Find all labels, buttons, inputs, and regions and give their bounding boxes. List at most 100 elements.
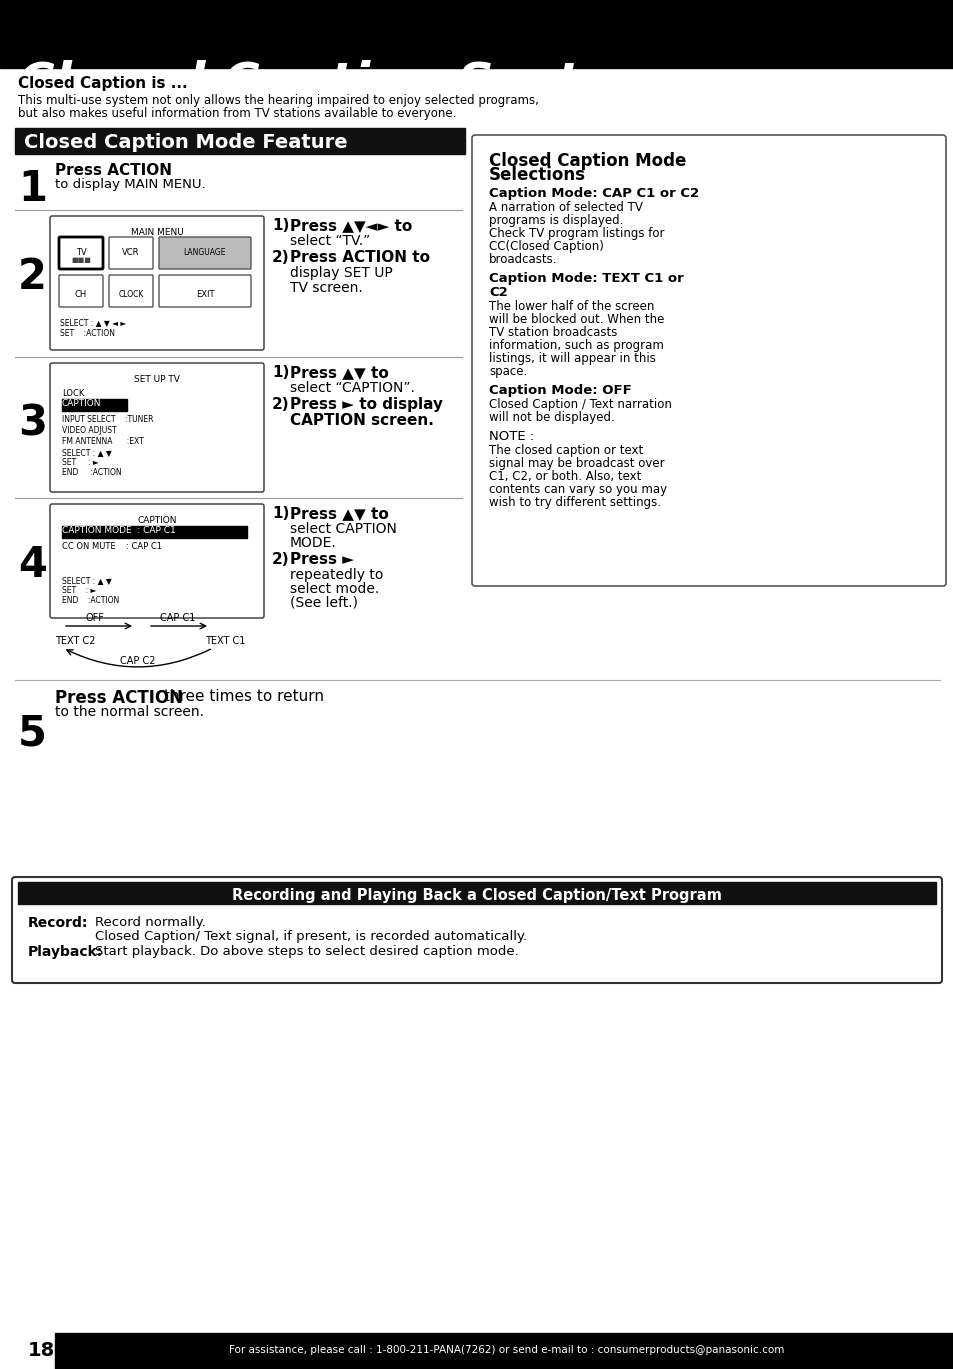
- FancyBboxPatch shape: [50, 504, 264, 617]
- Text: Recording and Playing Back a Closed Caption/Text Program: Recording and Playing Back a Closed Capt…: [232, 888, 721, 904]
- Text: broadcasts.: broadcasts.: [489, 253, 557, 266]
- FancyBboxPatch shape: [59, 237, 103, 268]
- Text: Press ▲▼ to: Press ▲▼ to: [290, 366, 388, 381]
- Text: This multi-use system not only allows the hearing impaired to enjoy selected pro: This multi-use system not only allows th…: [18, 94, 538, 107]
- Text: three times to return: three times to return: [159, 689, 324, 704]
- Text: programs is displayed.: programs is displayed.: [489, 214, 622, 227]
- Text: Caption Mode: CAP C1 or C2: Caption Mode: CAP C1 or C2: [489, 188, 699, 200]
- Text: to the normal screen.: to the normal screen.: [55, 705, 204, 719]
- Text: Press ACTION to: Press ACTION to: [290, 251, 430, 266]
- Bar: [15, 127, 464, 153]
- Text: 2): 2): [272, 251, 290, 266]
- Text: Closed Caption/ Text signal, if present, is recorded automatically.: Closed Caption/ Text signal, if present,…: [95, 930, 527, 943]
- Text: CAPTION screen.: CAPTION screen.: [290, 413, 434, 428]
- Text: Record normally.: Record normally.: [95, 916, 206, 930]
- Text: Press ▲▼ to: Press ▲▼ to: [290, 507, 388, 522]
- Text: Press ► to display: Press ► to display: [290, 397, 442, 412]
- Text: repeatedly to: repeatedly to: [290, 568, 383, 582]
- Text: LOCK: LOCK: [62, 389, 84, 398]
- Text: information, such as program: information, such as program: [489, 340, 663, 352]
- Text: Closed Caption System: Closed Caption System: [18, 60, 665, 108]
- Text: TV station broadcasts: TV station broadcasts: [489, 326, 617, 340]
- Text: Press ACTION: Press ACTION: [55, 689, 183, 706]
- Text: 1): 1): [272, 507, 289, 522]
- Text: Caption Mode: OFF: Caption Mode: OFF: [489, 383, 631, 397]
- Text: (See left.): (See left.): [290, 596, 357, 611]
- Text: CLOCK: CLOCK: [118, 290, 144, 298]
- Bar: [18, 882, 935, 904]
- Text: TEXT C2: TEXT C2: [55, 637, 95, 646]
- Text: MAIN MENU: MAIN MENU: [131, 229, 183, 237]
- Text: select “TV.”: select “TV.”: [290, 234, 370, 248]
- FancyBboxPatch shape: [159, 237, 251, 268]
- Text: Closed Caption Mode: Closed Caption Mode: [489, 152, 685, 170]
- Text: TV: TV: [75, 248, 87, 257]
- Bar: [0, 0, 953, 68]
- Text: select mode.: select mode.: [290, 582, 379, 596]
- Text: VIDEO ADJUST: VIDEO ADJUST: [62, 426, 116, 435]
- Text: CC(Closed Caption): CC(Closed Caption): [489, 240, 603, 253]
- Text: Press ACTION: Press ACTION: [55, 163, 172, 178]
- Text: 1): 1): [272, 218, 289, 233]
- FancyBboxPatch shape: [12, 878, 941, 983]
- FancyBboxPatch shape: [109, 237, 152, 268]
- Text: 3: 3: [18, 402, 47, 445]
- Text: will be blocked out. When the: will be blocked out. When the: [489, 314, 663, 326]
- Text: Closed Caption / Text narration: Closed Caption / Text narration: [489, 398, 671, 411]
- Text: SELECT : ▲ ▼: SELECT : ▲ ▼: [62, 576, 112, 585]
- Text: listings, it will appear in this: listings, it will appear in this: [489, 352, 656, 366]
- Text: END     :ACTION: END :ACTION: [62, 468, 121, 476]
- Text: LANGUAGE: LANGUAGE: [184, 248, 226, 257]
- Text: SET UP TV: SET UP TV: [134, 375, 180, 383]
- Text: CAPTION MODE  : CAP C1: CAPTION MODE : CAP C1: [62, 526, 175, 535]
- Text: Check TV program listings for: Check TV program listings for: [489, 227, 664, 240]
- Text: 4: 4: [18, 543, 47, 586]
- Text: CH: CH: [74, 290, 87, 298]
- Text: display SET UP: display SET UP: [290, 266, 393, 281]
- Text: C2: C2: [489, 286, 507, 298]
- Text: CAPTION: CAPTION: [137, 516, 176, 524]
- FancyBboxPatch shape: [159, 275, 251, 307]
- Text: SELECT : ▲ ▼: SELECT : ▲ ▼: [62, 448, 112, 457]
- Text: END    :ACTION: END :ACTION: [62, 596, 119, 605]
- Text: SET    : ►: SET : ►: [62, 586, 96, 596]
- Text: SET    :ACTION: SET :ACTION: [60, 329, 115, 338]
- Text: but also makes useful information from TV stations available to everyone.: but also makes useful information from T…: [18, 107, 456, 120]
- Text: For assistance, please call : 1-800-211-PANA(7262) or send e-mail to : consumerp: For assistance, please call : 1-800-211-…: [229, 1344, 784, 1355]
- Text: select “CAPTION”.: select “CAPTION”.: [290, 381, 415, 396]
- FancyBboxPatch shape: [109, 275, 152, 307]
- Text: CC ON MUTE    : CAP C1: CC ON MUTE : CAP C1: [62, 542, 162, 550]
- FancyBboxPatch shape: [50, 216, 264, 350]
- Text: SET     : ►: SET : ►: [62, 459, 99, 467]
- Bar: [62, 398, 127, 411]
- Text: select CAPTION: select CAPTION: [290, 522, 396, 537]
- Text: INPUT SELECT    :TUNER: INPUT SELECT :TUNER: [62, 415, 153, 424]
- Text: Record:: Record:: [28, 916, 89, 930]
- Text: TV screen.: TV screen.: [290, 281, 362, 294]
- Text: contents can vary so you may: contents can vary so you may: [489, 483, 666, 496]
- Text: The lower half of the screen: The lower half of the screen: [489, 300, 654, 314]
- Text: CAP C1: CAP C1: [160, 613, 195, 623]
- Text: The closed caption or text: The closed caption or text: [489, 444, 642, 457]
- Text: Closed Caption is ...: Closed Caption is ...: [18, 77, 188, 90]
- Text: 2: 2: [18, 256, 47, 298]
- Text: MODE.: MODE.: [290, 537, 336, 550]
- Text: A narration of selected TV: A narration of selected TV: [489, 201, 642, 214]
- Text: FM ANTENNA      :EXT: FM ANTENNA :EXT: [62, 437, 144, 446]
- Text: 5: 5: [18, 713, 47, 754]
- Text: EXIT: EXIT: [195, 290, 214, 298]
- Text: Press ▲▼◄► to: Press ▲▼◄► to: [290, 218, 412, 233]
- Text: TEXT C1: TEXT C1: [205, 637, 245, 646]
- Text: to display MAIN MENU.: to display MAIN MENU.: [55, 178, 206, 192]
- Text: 2): 2): [272, 397, 290, 412]
- Text: OFF: OFF: [86, 613, 104, 623]
- Text: Selections: Selections: [489, 166, 585, 183]
- Text: Caption Mode: TEXT C1 or: Caption Mode: TEXT C1 or: [489, 272, 683, 285]
- Text: Press ►: Press ►: [290, 552, 354, 567]
- Text: signal may be broadcast over: signal may be broadcast over: [489, 457, 664, 470]
- Text: 2): 2): [272, 552, 290, 567]
- Text: ■■■: ■■■: [71, 257, 91, 263]
- Text: space.: space.: [489, 366, 527, 378]
- Text: CAP C2: CAP C2: [120, 656, 155, 665]
- Text: 18: 18: [28, 1342, 55, 1359]
